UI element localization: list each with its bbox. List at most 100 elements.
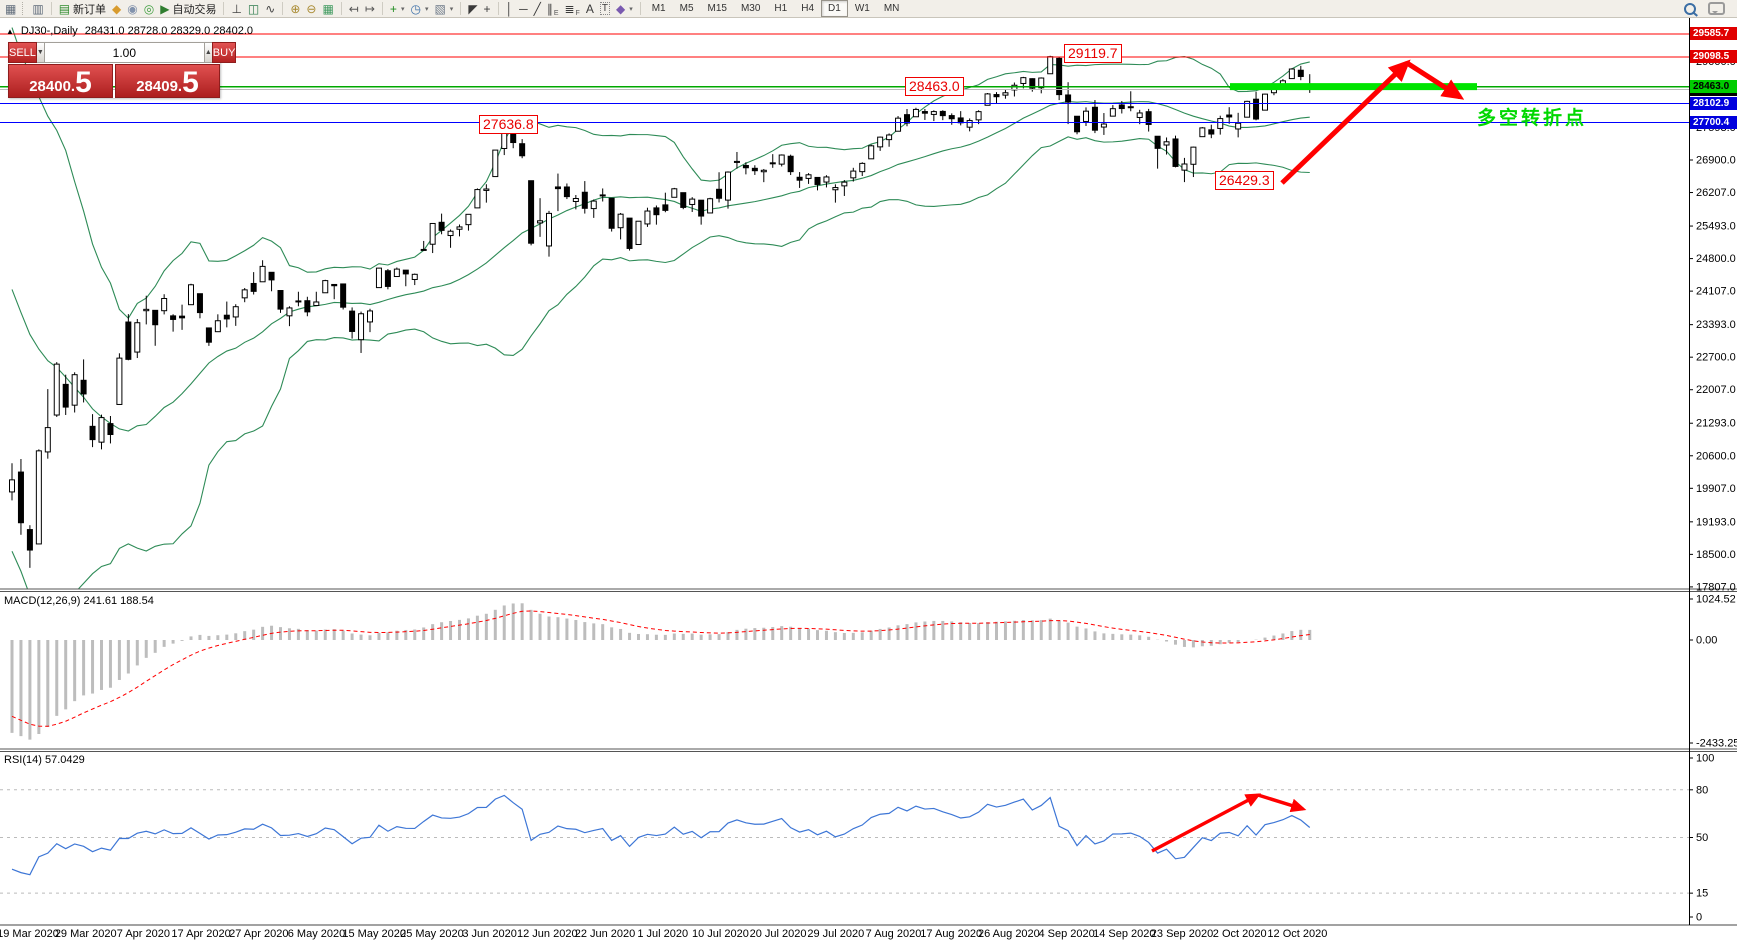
tb-charts-list[interactable]: ▦ [2,1,19,17]
timeframe-mn[interactable]: MN [883,3,900,14]
axis-tick-label: 22007.0 [1696,384,1736,396]
candle-body [644,210,651,225]
volume-decrease-button[interactable]: ▼ [36,42,44,63]
candle-body [1154,135,1161,149]
candle-body [35,450,42,545]
candle-body [1163,141,1170,146]
date-tick-label: 17 Apr 2020 [171,928,230,940]
turning-point-note[interactable]: 多空转折点 [1477,108,1588,129]
tb-new-order[interactable]: ▤ 新订单 [56,1,109,17]
tb-text-label[interactable]: T [597,1,613,17]
axis-tick-label: 50 [1696,832,1708,844]
trend-arrow[interactable] [1280,59,1411,185]
chart-canvas[interactable]: 29000.027593.026900.026207.025493.024800… [0,18,1737,942]
sell-button[interactable]: SELL [8,42,37,63]
axis-tick-label: 20600.0 [1696,450,1736,462]
candle-body [411,273,418,280]
candle-body [912,108,919,118]
buy-price-box[interactable]: 28409. 5 [115,64,220,98]
tb-fibonacci-retracement[interactable]: ≣ F [561,1,582,17]
candle-body [1100,123,1107,128]
price-annotation[interactable]: 27636.8 [479,115,538,134]
axis-tick-label: 21293.0 [1696,418,1736,430]
toolbar-separator [282,2,284,15]
tb-chart-shift[interactable]: ↦ [362,1,378,17]
candle-body [1235,122,1242,130]
sell-price-frac: 5 [75,65,92,99]
tb-zoom-out[interactable]: ⊖ [303,1,319,17]
sell-price-box[interactable]: 28400. 5 [8,64,113,98]
date-tick-label: 10 Jul 2020 [692,928,749,940]
axis-tick-label: 17807.0 [1696,581,1736,593]
tb-candles-chart-type[interactable]: ◫ [245,1,262,17]
tb-line-chart-type[interactable]: ∿ [262,1,278,17]
tb-history-brush[interactable]: ◆ [109,1,124,17]
tb-auto-scroll[interactable]: ↤ [346,1,362,17]
tb-bars-chart-type[interactable]: ⊥ [228,1,244,17]
trend-arrow[interactable] [1257,793,1307,813]
tb-crosshair[interactable]: + [481,1,494,17]
tb-text[interactable]: A [583,1,597,17]
timeframe-d1[interactable]: D1 [821,0,848,17]
axis-tick-label: 0.00 [1696,635,1717,647]
tb-periods[interactable]: ◷ ▾ [407,1,431,17]
tb-signals[interactable]: ◎ [141,1,157,17]
candle-body [921,111,928,114]
axis-tick-label: 19907.0 [1696,483,1736,495]
timeframe-m5[interactable]: M5 [679,3,694,14]
tb-expert-advisors[interactable]: ◉ [124,1,140,17]
candle-body [528,180,535,244]
axis-tick-label: 22700.0 [1696,352,1736,364]
candle-body [250,282,257,292]
buy-price-dot: . [177,78,183,95]
tb-horizontal-line[interactable]: ─ [516,1,531,17]
timeframe-h4[interactable]: H4 [801,3,815,14]
search-icon[interactable] [1684,2,1696,15]
axis-tick-label: 80 [1696,784,1708,796]
buy-button[interactable]: BUY [211,42,237,63]
timeframe-w1[interactable]: W1 [854,3,870,14]
text-label-icon: T [599,2,610,15]
trend-arrow[interactable] [1405,60,1465,100]
chat-icon[interactable] [1708,2,1725,15]
date-tick-label: 22 Jun 2020 [575,928,636,940]
timeframe-m15[interactable]: M15 [707,3,727,14]
tb-zoom-in[interactable]: ⊕ [287,1,303,17]
date-tick-label: 26 Aug 2020 [978,928,1040,940]
tb-arrows-tool[interactable]: ◆ ▾ [613,1,636,17]
chart-window: 29000.027593.026900.026207.025493.024800… [0,18,1737,942]
candle-body [367,310,373,323]
timeframe-h1[interactable]: H1 [774,3,788,14]
support-zone-band[interactable] [1230,83,1477,91]
candle-body [1029,78,1036,89]
toolbar-buttons: ▦ ▥ ▤ 新订单 ◆ ◉ ◎ ▶ 自动交易 ⊥ ◫ ∿ ⊕ ⊖ ▦ ↤ ↦ + ▾ ◷ ▾ ▧ ▾ ◤ + │ ─ ╱ ∥ E ≣ F A T ◆… [2,1,645,17]
tb-chart-profiles[interactable]: ▥ [29,1,46,17]
tb-cursor[interactable]: ◤ [465,1,480,17]
tb-trendline[interactable]: ╱ [531,1,544,17]
candle-body [53,363,60,416]
trend-arrow[interactable] [1151,793,1262,853]
candle-body [635,220,642,246]
zoom-out-icon: ⊖ [306,1,317,16]
timeframe-m30[interactable]: M30 [740,3,761,14]
volume-input[interactable] [43,42,205,63]
tb-templates[interactable]: ▧ ▾ [431,1,456,17]
tb-equidistant-channel[interactable]: ∥ E [544,1,562,17]
candle-body [277,290,284,310]
vertical-line-icon: │ [505,1,514,16]
auto-trading-label: 自动交易 [172,3,217,16]
tb-auto-trading[interactable]: ▶ 自动交易 [157,1,219,17]
price-annotation[interactable]: 26429.3 [1215,171,1274,190]
date-tick-label: 27 Apr 2020 [229,928,288,940]
timeframe-m1[interactable]: M1 [651,3,666,14]
price-annotation[interactable]: 29119.7 [1064,44,1122,63]
tb-tile-windows[interactable]: ▦ [319,1,336,17]
line-chart-type-icon: ∿ [265,1,276,16]
volume-increase-button[interactable]: ▲ [204,42,212,63]
tb-vertical-line[interactable]: │ [503,1,517,17]
price-annotation[interactable]: 28463.0 [905,77,964,96]
candle-body [572,197,579,203]
candle-body [286,307,293,317]
tb-indicators[interactable]: + ▾ [387,1,408,17]
candle-body [214,320,221,333]
